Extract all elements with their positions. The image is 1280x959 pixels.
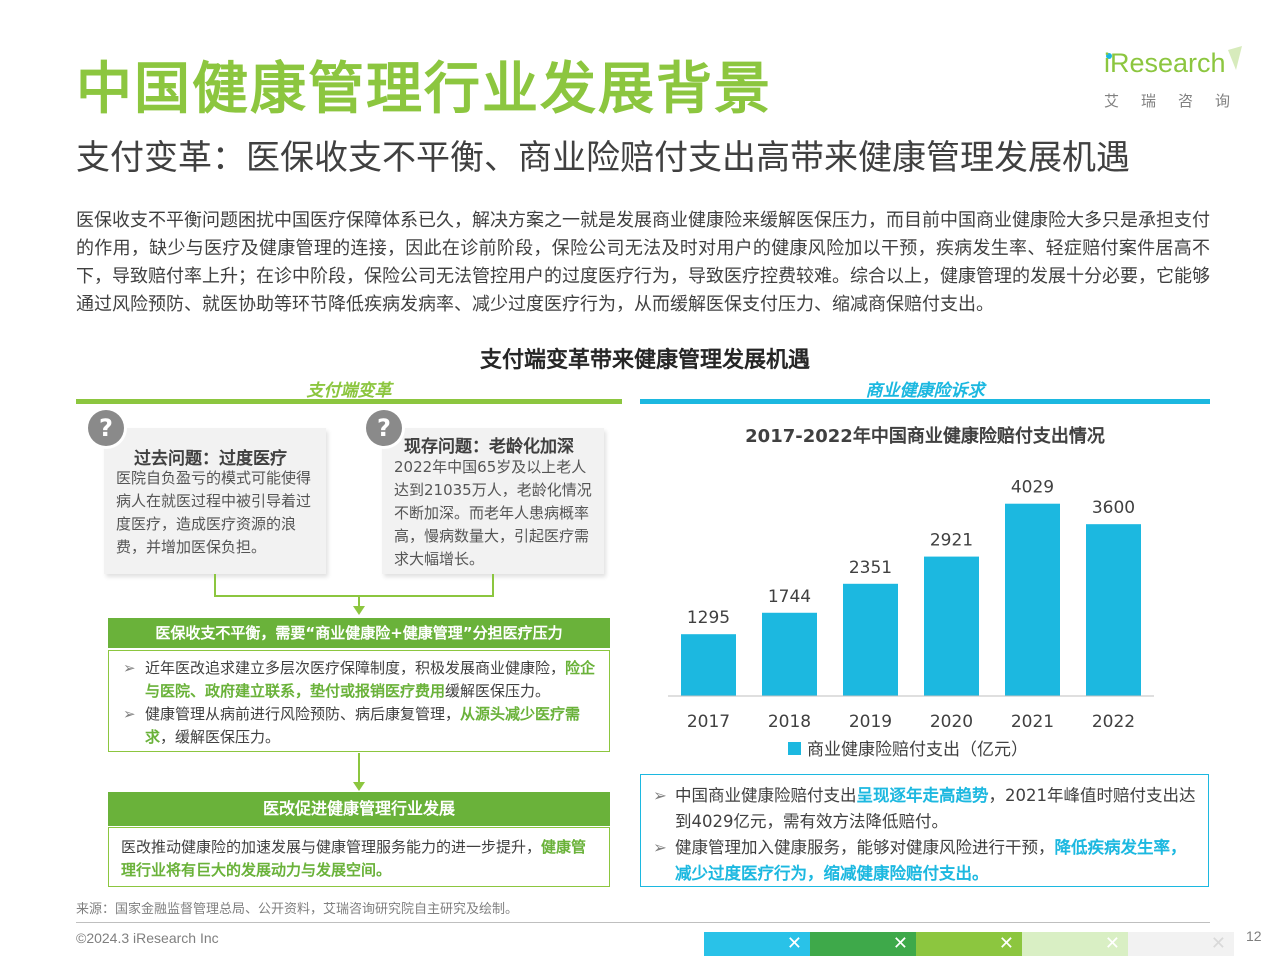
section-divider-green: [76, 399, 622, 404]
chart-bar: [1005, 503, 1060, 696]
arrow-down-icon: [353, 606, 365, 615]
chart-data-label: 1744: [768, 587, 811, 607]
section-label-payment: 支付端变革: [306, 381, 392, 401]
connector-line: [214, 574, 216, 596]
chart-data-label: 4029: [1011, 478, 1054, 498]
connector-line: [358, 595, 360, 607]
problem-box-aging: [382, 428, 604, 574]
close-icon: ✕: [998, 933, 1014, 954]
chart-legend-swatch: [788, 742, 801, 755]
logo-wordmark: iResearch: [1104, 48, 1226, 78]
reform-text: 医改推动健康险的加速发展与健康管理服务能力的进一步提升，健康管理行业将有巨大的发…: [121, 838, 587, 879]
box-header-insurance-health: 医保收支不平衡，需要“商业健康险+健康管理”分担医疗压力: [108, 618, 610, 648]
chart-tick-label: 2019: [849, 712, 892, 732]
bullet-arrow-icon: ➢: [653, 838, 667, 857]
section-divider-blue: [640, 399, 1210, 404]
chart-data-label: 2921: [930, 531, 973, 551]
list-item: ➢ 健康管理加入健康服务，能够对健康风险进行干预，降低疾病发生率，减少过度医疗行为…: [653, 835, 1198, 887]
page-subtitle: 支付变革：医保收支不平衡、商业险赔付支出高带来健康管理发展机遇: [76, 138, 1130, 178]
footer-color-bar: ✕: [1128, 932, 1234, 956]
intro-paragraph: 医保收支不平衡问题困扰中国医疗保障体系已久，解决方案之一就是发展商业健康险来缓解…: [76, 210, 1210, 315]
footer-color-bar: ✕: [1022, 932, 1128, 956]
problem-text-aging: 2022年中国65岁及以上老人达到21035万人，老龄化情况不断加深。而老年人患…: [394, 458, 592, 568]
logo-swoosh-icon: [1106, 46, 1242, 70]
arrow-down-icon: [353, 782, 365, 791]
bullet-arrow-icon: ➢: [653, 786, 667, 805]
page-title: 中国健康管理行业发展背景: [76, 57, 772, 122]
footer-color-bar: ✕: [704, 932, 810, 956]
chart-data-label: 2351: [849, 558, 892, 578]
chart-bar: [843, 583, 898, 696]
problem-box-overtreatment: [104, 428, 326, 574]
chart-tick-label: 2021: [1011, 712, 1054, 732]
footer-color-bar: ✕: [810, 932, 916, 956]
footer-color-bar: ✕: [916, 932, 1022, 956]
logo-cn-name: 艾瑞咨询: [1104, 92, 1253, 110]
close-icon: ✕: [1104, 933, 1120, 954]
chart-title: 2017-2022年中国商业健康险赔付支出情况: [745, 426, 1105, 447]
close-icon: ✕: [892, 933, 908, 954]
list-item: ➢ 中国商业健康险赔付支出呈现逐年走高趋势，2021年峰值时赔付支出达到4029亿…: [653, 783, 1198, 835]
copyright: ©2024.3 iResearch Inc: [76, 930, 219, 946]
diagram-title: 支付端变革带来健康管理发展机遇: [479, 348, 810, 373]
chart-legend-label: 商业健康险赔付支出（亿元）: [807, 740, 1028, 760]
connector-line: [492, 574, 494, 596]
question-icon: ?: [88, 410, 124, 446]
footer-divider: [76, 922, 1210, 923]
page-number: 12: [1246, 928, 1262, 944]
iresearch-logo: iResearch 艾瑞咨询: [1100, 44, 1245, 116]
source-note: 来源：国家金融监督管理总局、公开资料，艾瑞咨询研究院自主研究及绘制。: [76, 902, 519, 917]
chart-tick-label: 2022: [1092, 712, 1135, 732]
chart-tick-label: 2020: [930, 712, 973, 732]
chart-bar: [924, 556, 979, 696]
close-icon: ✕: [786, 933, 802, 954]
connector-line: [214, 595, 494, 597]
question-icon: ?: [366, 410, 402, 446]
box-header-reform: 医改促进健康管理行业发展: [108, 792, 610, 826]
section-label-insurance: 商业健康险诉求: [865, 381, 985, 401]
list-item: ➢ 健康管理从病前进行风险预防、病后康复管理，从源头减少医疗需求，缓解医保压力。: [123, 705, 581, 746]
bullet-arrow-icon: ➢: [123, 705, 136, 723]
insurance-insight-box: ➢ 中国商业健康险赔付支出呈现逐年走高趋势，2021年峰值时赔付支出达到4029亿…: [640, 774, 1209, 887]
chart-bar: [762, 612, 817, 696]
chart-data-label: 3600: [1092, 498, 1135, 518]
chart-data-label: 1295: [687, 608, 730, 628]
box-body-insurance-health: ➢ 近年医改追求建立多层次医疗保障制度，积极发展商业健康险，险企与医院、政府建立联…: [108, 650, 610, 752]
chart-tick-label: 2018: [768, 712, 811, 732]
bullet-arrow-icon: ➢: [123, 659, 136, 677]
chart-bar: [681, 634, 736, 696]
close-icon: ✕: [1210, 933, 1226, 954]
connector-line: [358, 753, 360, 783]
problem-text-overtreatment: 医院自负盈亏的模式可能使得病人在就医过程中被引导着过度医疗，造成医疗资源的浪费，…: [116, 469, 312, 556]
problem-title-overtreatment: 过去问题：过度医疗: [134, 449, 287, 469]
problem-title-aging: 现存问题：老龄化加深: [404, 437, 574, 457]
chart-tick-label: 2017: [687, 712, 730, 732]
list-item: ➢ 近年医改追求建立多层次医疗保障制度，积极发展商业健康险，险企与医院、政府建立联…: [123, 659, 596, 700]
box-body-reform: 医改推动健康险的加速发展与健康管理服务能力的进一步提升，健康管理行业将有巨大的发…: [108, 827, 610, 887]
bar-chart: 1295 2017 1744 2018 2351 2019 2921 2020 4029 2021…: [668, 478, 1154, 760]
chart-bar: [1086, 524, 1141, 696]
